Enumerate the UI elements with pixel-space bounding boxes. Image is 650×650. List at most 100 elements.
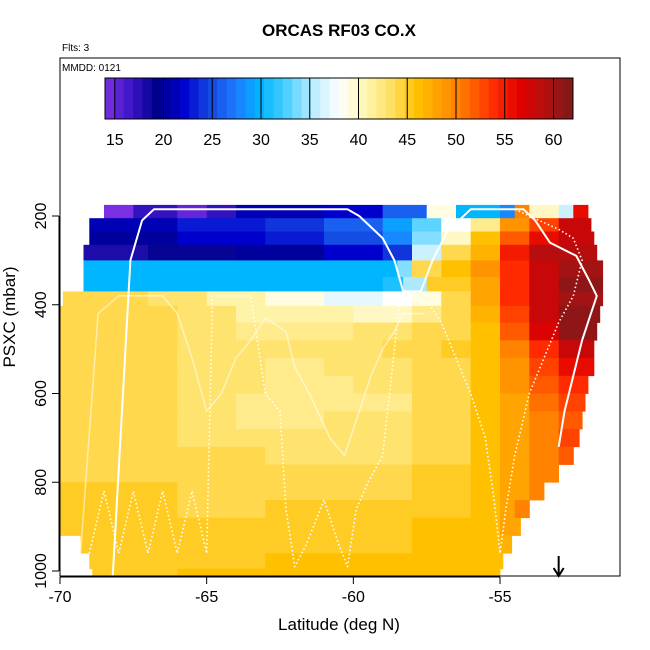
colorbar-cell xyxy=(198,78,209,119)
heatmap-cell xyxy=(177,429,266,448)
heatmap-cell xyxy=(60,411,178,430)
heatmap-cell xyxy=(353,535,413,554)
heatmap-cell xyxy=(558,340,595,359)
heatmap-cell xyxy=(324,340,384,359)
heatmap-cell xyxy=(294,322,354,341)
heatmap-cell xyxy=(529,204,559,219)
colorbar-cell xyxy=(385,78,396,119)
heatmap-cell xyxy=(441,260,471,278)
heatmap-cell xyxy=(500,375,530,394)
heatmap-cell xyxy=(529,260,559,278)
heatmap-cell xyxy=(265,260,354,278)
colorbar-cell xyxy=(208,78,218,119)
colorbar-cell xyxy=(264,78,274,119)
heatmap-cell xyxy=(236,305,296,323)
heatmap-cell xyxy=(265,218,325,232)
heatmap-cell xyxy=(470,517,501,536)
heatmap-cell xyxy=(441,218,471,232)
heatmap-cell xyxy=(177,446,266,465)
heatmap-cell xyxy=(470,322,501,341)
heatmap-cell xyxy=(500,429,530,448)
heatmap-cell xyxy=(500,204,516,219)
heatmap-cell xyxy=(206,204,237,219)
colorbar-cell xyxy=(189,78,199,119)
heatmap-cell xyxy=(500,411,530,430)
heatmap-cell xyxy=(470,340,501,359)
heatmap-cell xyxy=(500,500,516,519)
heatmap-cell xyxy=(514,500,530,519)
colorbar-cell xyxy=(179,78,190,119)
colorbar-cell xyxy=(498,78,508,119)
heatmap-cell xyxy=(60,517,178,536)
heatmap-cell xyxy=(177,358,266,377)
colorbar-tick-label: 35 xyxy=(301,132,319,149)
colorbar: 15 20 25 30 35 40 45 50 55 60 xyxy=(104,77,574,149)
heatmap-cell xyxy=(324,231,384,246)
heatmap-cell xyxy=(470,358,501,377)
colorbar-cell xyxy=(282,78,293,119)
heatmap-cell xyxy=(558,358,595,377)
heatmap-cell xyxy=(62,291,149,307)
heatmap-cell xyxy=(558,244,598,261)
heatmap-cell xyxy=(60,322,178,341)
chart-title: ORCAS RF03 CO.X xyxy=(262,21,417,40)
heatmap-cell xyxy=(558,218,592,232)
colorbar-cell xyxy=(516,78,527,119)
heatmap-cell xyxy=(60,375,178,394)
colorbar-cell xyxy=(563,78,574,119)
heatmap-cell xyxy=(470,393,501,412)
y-tick-label: 400 xyxy=(33,291,50,318)
heatmap-cell xyxy=(294,277,384,292)
colorbar-cell xyxy=(535,78,546,119)
heatmap-cell xyxy=(500,517,521,536)
heatmap-cell xyxy=(60,358,178,377)
heatmap-cell xyxy=(500,260,530,278)
heatmap-cell xyxy=(80,535,178,554)
y-tick-label: 800 xyxy=(33,469,50,496)
x-tick-label: -65 xyxy=(195,589,218,606)
colorbar-cell xyxy=(395,78,405,119)
heatmap-cell xyxy=(89,553,178,570)
heatmap-cell xyxy=(558,393,586,412)
heatmap-cell xyxy=(500,218,530,232)
heatmap-cell xyxy=(558,305,601,323)
colorbar-cell xyxy=(226,78,237,119)
heatmap-cell xyxy=(353,568,442,577)
y-tick-label: 1000 xyxy=(33,553,50,589)
heatmap-cell xyxy=(470,277,501,292)
heatmap-cell xyxy=(83,244,149,261)
heatmap-cell xyxy=(573,204,589,219)
colorbar-cell xyxy=(544,78,555,119)
heatmap-cell xyxy=(529,322,559,341)
heatmap-cell xyxy=(177,517,266,536)
axes: -70 -65 -60 -55 200 400 600 800 1000 xyxy=(33,203,512,606)
heatmap-cell xyxy=(412,231,442,246)
heatmap-cell xyxy=(133,204,178,219)
colorbar-cell xyxy=(423,78,433,119)
heatmap-cell xyxy=(470,411,501,430)
heatmap-cell xyxy=(500,277,530,292)
colorbar-cell xyxy=(170,78,181,119)
heatmap-cell xyxy=(265,446,354,465)
heatmap-cell xyxy=(236,204,325,219)
heatmap-cell xyxy=(470,429,501,448)
heatmap-cell xyxy=(529,305,559,323)
heatmap-cell xyxy=(412,218,442,232)
heatmap-cell xyxy=(177,375,266,394)
heatmap-cell xyxy=(397,260,413,278)
heatmap-cell xyxy=(470,218,501,232)
heatmap-cell xyxy=(236,411,325,430)
heatmap-cell xyxy=(412,393,472,412)
heatmap-cell xyxy=(558,277,604,292)
colorbar-cell xyxy=(123,78,134,119)
heatmap-cell xyxy=(441,340,471,359)
heatmap-cell xyxy=(265,517,354,536)
heatmap-cell xyxy=(382,291,413,307)
colorbar-tick-label: 30 xyxy=(252,132,270,149)
heatmap-cell xyxy=(558,260,604,278)
heatmap-cell xyxy=(470,231,501,246)
heatmap-cell xyxy=(412,517,472,536)
heatmap-cell xyxy=(353,517,413,536)
heatmap-cell xyxy=(500,393,530,412)
